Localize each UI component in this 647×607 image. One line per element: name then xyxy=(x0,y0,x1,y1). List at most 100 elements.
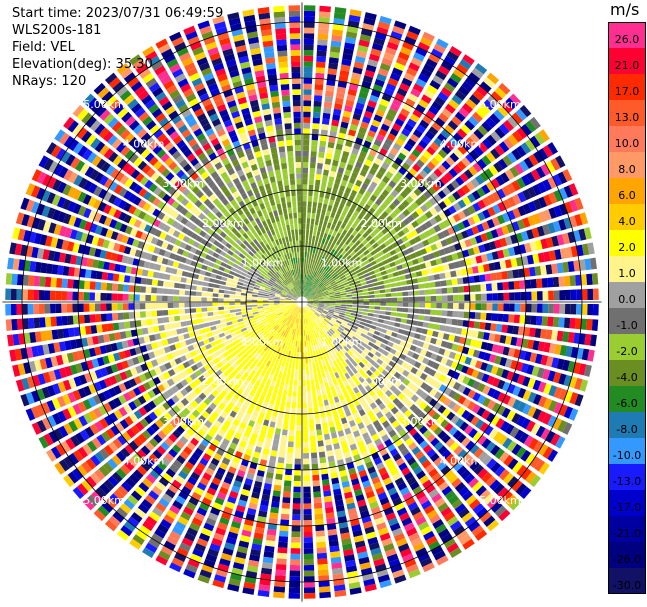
velocity-gate xyxy=(526,339,535,350)
velocity-gate xyxy=(435,309,442,316)
velocity-gate xyxy=(257,589,270,597)
velocity-gate xyxy=(315,248,319,254)
velocity-gate xyxy=(425,484,436,494)
velocity-gate xyxy=(461,184,471,195)
velocity-gate xyxy=(488,354,497,363)
velocity-gate xyxy=(452,392,462,402)
velocity-gate xyxy=(580,274,588,286)
velocity-gate xyxy=(510,336,518,346)
velocity-gate xyxy=(380,472,390,481)
velocity-gate xyxy=(294,368,299,375)
velocity-gate xyxy=(380,235,388,243)
velocity-gate xyxy=(357,271,364,277)
velocity-gate xyxy=(373,310,380,314)
velocity-gate xyxy=(336,320,342,325)
velocity-gate xyxy=(589,257,597,270)
velocity-gate xyxy=(498,141,510,153)
velocity-gate xyxy=(303,122,311,129)
velocity-gate xyxy=(377,574,391,583)
velocity-gate xyxy=(375,486,385,495)
velocity-gate xyxy=(442,186,451,196)
velocity-gate xyxy=(486,219,495,229)
velocity-gate xyxy=(294,334,297,341)
velocity-gate xyxy=(478,351,486,360)
velocity-gate xyxy=(540,163,551,176)
velocity-gate xyxy=(462,54,475,66)
velocity-gate xyxy=(547,176,557,189)
velocity-gate xyxy=(449,136,460,147)
velocity-gate xyxy=(151,279,159,286)
velocity-gate xyxy=(310,275,314,282)
velocity-gate xyxy=(78,303,84,313)
velocity-gate xyxy=(310,339,314,346)
velocity-gate xyxy=(295,329,298,336)
velocity-gate xyxy=(464,238,473,248)
velocity-gate xyxy=(242,364,249,372)
velocity-gate xyxy=(308,413,314,420)
velocity-gate xyxy=(373,235,380,242)
velocity-gate xyxy=(363,259,370,266)
velocity-gate xyxy=(317,317,323,322)
velocity-gate xyxy=(331,29,344,37)
velocity-gate xyxy=(356,131,366,140)
velocity-gate xyxy=(306,223,310,230)
velocity-gate xyxy=(407,285,414,291)
velocity-gate xyxy=(305,293,310,299)
velocity-gate xyxy=(312,247,317,254)
velocity-gate xyxy=(118,321,125,330)
velocity-gate xyxy=(442,408,451,418)
velocity-gate xyxy=(401,396,410,405)
velocity-gate xyxy=(252,291,259,295)
velocity-gate xyxy=(341,331,348,337)
velocity-gate xyxy=(412,485,423,496)
velocity-gate xyxy=(303,447,309,454)
velocity-gate xyxy=(313,491,322,498)
velocity-gate xyxy=(315,72,325,80)
velocity-gate xyxy=(279,322,285,328)
velocity-gate xyxy=(367,351,375,358)
velocity-gate xyxy=(425,176,435,185)
velocity-gate xyxy=(414,264,421,271)
velocity-gate xyxy=(322,257,327,264)
velocity-gate xyxy=(308,311,312,317)
velocity-gate xyxy=(303,94,312,101)
velocity-gate xyxy=(339,288,346,292)
velocity-gate xyxy=(346,94,356,102)
velocity-gate xyxy=(401,361,409,369)
velocity-gate xyxy=(342,150,350,158)
velocity-gate xyxy=(332,218,338,226)
velocity-gate xyxy=(389,316,396,322)
velocity-gate xyxy=(342,320,348,325)
velocity-gate xyxy=(499,334,507,344)
velocity-gate xyxy=(235,288,242,292)
velocity-gate xyxy=(320,286,327,291)
velocity-gate xyxy=(217,429,226,438)
velocity-gate xyxy=(252,451,261,459)
velocity-gate xyxy=(221,322,228,328)
velocity-gate xyxy=(243,581,256,590)
velocity-gate xyxy=(225,317,232,322)
velocity-gate xyxy=(438,221,447,230)
velocity-gate xyxy=(327,181,334,189)
velocity-gate xyxy=(363,485,373,494)
velocity-gate xyxy=(328,540,339,547)
velocity-gate xyxy=(340,375,347,382)
velocity-gate xyxy=(251,297,258,300)
velocity-gate xyxy=(520,303,526,313)
velocity-gate xyxy=(469,311,476,319)
velocity-gate xyxy=(340,295,347,298)
velocity-gate xyxy=(362,164,370,172)
velocity-gate xyxy=(497,292,504,301)
velocity-gate xyxy=(389,376,398,384)
velocity-gate xyxy=(363,295,370,299)
velocity-gate xyxy=(307,299,314,302)
velocity-gate xyxy=(297,397,302,403)
velocity-gate xyxy=(389,220,398,228)
velocity-gate xyxy=(183,506,194,516)
velocity-gate xyxy=(387,517,399,527)
velocity-gate xyxy=(136,449,147,460)
velocity-gate xyxy=(526,229,535,240)
velocity-gate xyxy=(430,295,437,302)
velocity-gate xyxy=(195,302,202,307)
velocity-gate xyxy=(215,274,222,280)
